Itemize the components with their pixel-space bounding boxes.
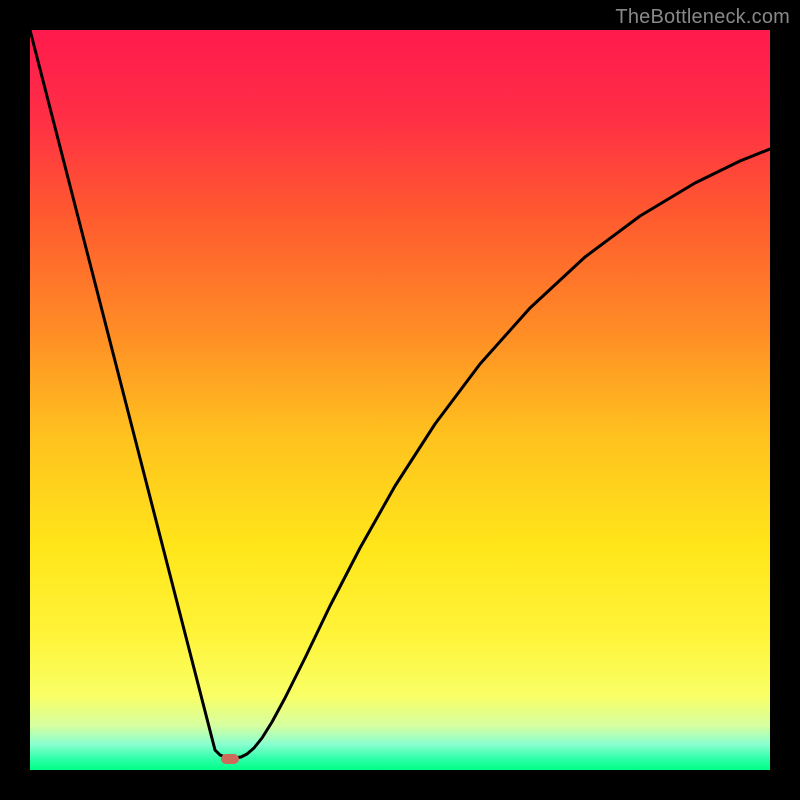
chart-frame: TheBottleneck.com (0, 0, 800, 800)
plot-svg (30, 30, 770, 770)
watermark-text: TheBottleneck.com (615, 6, 790, 29)
plot-area (30, 30, 770, 770)
minimum-marker (221, 754, 239, 764)
gradient-background (30, 30, 770, 770)
